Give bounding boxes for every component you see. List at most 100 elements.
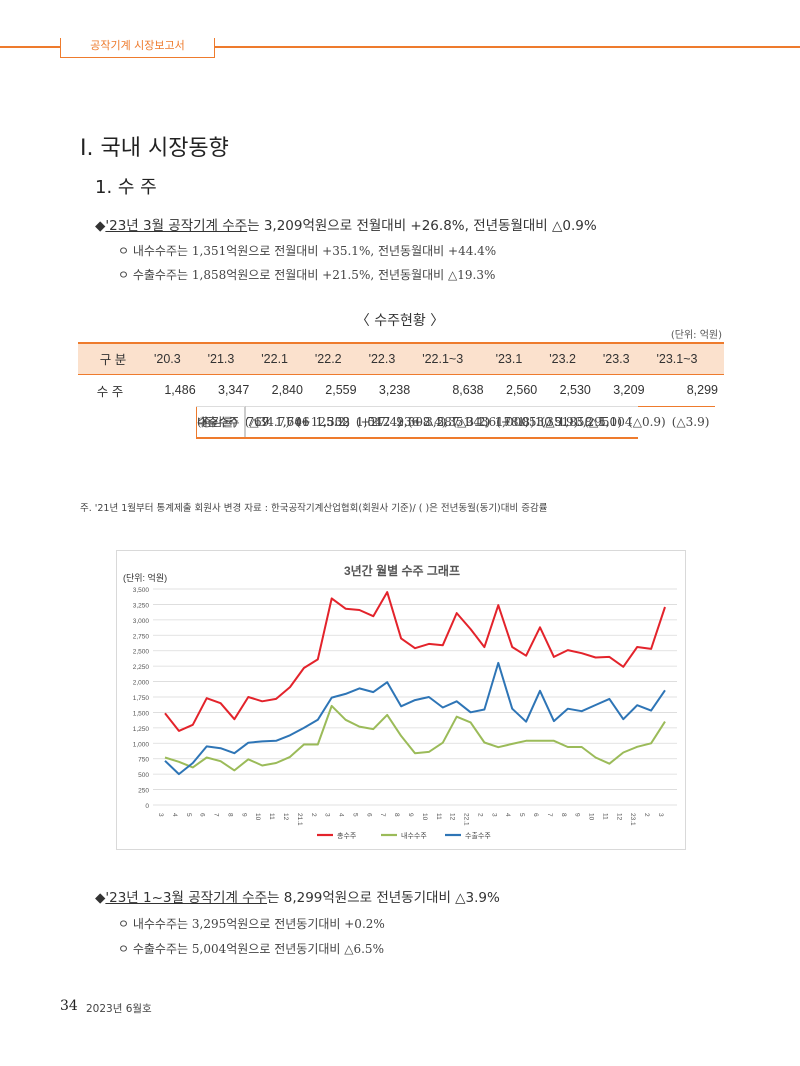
table-unit: (단위: 억원)	[670, 330, 722, 341]
table-col-header: '23.2	[543, 342, 597, 375]
x-tick-label: 5	[351, 813, 358, 817]
table-col-header: '20.3	[148, 342, 202, 375]
y-tick-label: 2,000	[133, 680, 150, 687]
x-tick-label: 12	[615, 813, 622, 821]
x-tick-label: 9	[574, 813, 581, 817]
table-cell: 2,530	[559, 383, 591, 398]
x-tick-label: 7	[379, 813, 386, 817]
table-cell: 1,502	[315, 406, 356, 439]
table-cell: 1,741	[275, 406, 316, 439]
bullet-1-sub-2: ㅇ 수출수주는 1,858억원으로 전월대비 +21.5%, 전년동월대비 △1…	[118, 268, 496, 282]
x-tick-label: 12	[449, 813, 456, 821]
x-tick-label: 5	[185, 813, 192, 817]
y-tick-label: 2,750	[133, 633, 150, 640]
table-cell: (△3.9)	[671, 406, 716, 438]
table-col-header: '22.1	[255, 342, 309, 375]
table-cell: 1,858	[557, 406, 599, 439]
table-cell: 5,351	[436, 406, 478, 439]
page-number: 34	[60, 998, 78, 1014]
table-row: 수출수주 717 1,741 1,502 1,547 2,302 5,351 1…	[195, 406, 639, 439]
issue-label: 2023년 6월호	[86, 1003, 152, 1015]
bullet-marker: ◆	[95, 218, 106, 234]
table-cell: 717	[245, 406, 276, 439]
y-tick-label: 2,250	[133, 664, 150, 671]
y-tick-label: 1,750	[133, 695, 150, 702]
x-tick-label: 21.1	[296, 813, 303, 826]
y-tick-label: 1,000	[133, 741, 150, 748]
table-cell: 3,209	[613, 383, 645, 398]
y-tick-label: 250	[138, 788, 149, 795]
bullet-1: ◆'23년 3월 공작기계 수주는 3,209억원으로 전월대비 +26.8%,…	[95, 214, 597, 234]
series-line-내수수주	[164, 704, 666, 772]
table-row: 수 주 1,486 3,347 2,840 2,559 3,238 8,638 …	[78, 374, 724, 406]
y-tick-label: 1,250	[133, 726, 150, 733]
legend-label: 수출수주	[465, 831, 491, 840]
table-cell: 8,299	[686, 383, 718, 398]
x-tick-label: 6	[199, 813, 206, 817]
x-tick-label: 9	[240, 813, 247, 817]
table-note: 주. '21년 1월부터 통계제출 회원사 변경 자료 : 한국공작기계산업협회…	[80, 503, 548, 514]
table-col-header: '23.1	[489, 342, 544, 375]
y-tick-label: 500	[138, 772, 149, 779]
x-tick-label: 11	[601, 813, 608, 820]
chart-ylabel: (단위: 억원)	[123, 572, 167, 583]
x-tick-label: 3	[490, 813, 497, 817]
x-tick-label: 2	[310, 813, 317, 817]
bullet-1-heading: '23년 3월 공작기계 수주	[105, 218, 248, 234]
bullet-2-heading: '23년 1~3월 공작기계 수주	[105, 890, 268, 906]
table-cell: 1,530	[517, 406, 558, 439]
x-tick-label: 11	[435, 813, 442, 820]
x-tick-label: 22.1	[463, 813, 470, 826]
table-cell: 1,547	[355, 406, 397, 439]
table-header-row: 구 분 '20.3 '21.3 '22.1 '22.2 '22.3 '22.1~…	[78, 342, 724, 375]
bullet-1-sub-1: ㅇ 내수수주는 1,351억원으로 전월대비 +35.1%, 전년동월대비 +4…	[118, 244, 497, 258]
table-cell: 3,347	[218, 383, 250, 398]
bullet-2-sub-1: ㅇ 내수수주는 3,295억원으로 전년동기대비 +0.2%	[118, 917, 385, 931]
x-tick-label: 5	[518, 813, 525, 817]
bullet-2-sub-2: ㅇ 수출수주는 5,004억원으로 전년동기대비 △6.5%	[118, 942, 384, 956]
x-tick-label: 2	[643, 813, 650, 817]
table-cell: 3,238	[378, 383, 411, 398]
x-tick-label: 10	[254, 813, 261, 821]
series-line-총수주	[164, 591, 666, 732]
bullet-2-text: 는 8,299억원으로 전년동기대비 △3.9%	[267, 890, 500, 906]
series-line-수출수주	[164, 661, 666, 776]
x-tick-label: 6	[365, 813, 372, 817]
table-cell: 2,302	[396, 406, 437, 439]
x-tick-label: 10	[421, 813, 428, 821]
x-tick-label: 2	[476, 813, 483, 817]
table-cell: 2,559	[325, 383, 357, 398]
x-tick-label: 8	[393, 813, 400, 817]
row-label: 수출수주	[195, 406, 247, 439]
x-tick-label: 3	[657, 813, 664, 817]
bullet-1-text: 는 3,209억원으로 전월대비 +26.8%, 전년동월대비 △0.9%	[247, 218, 597, 234]
legend-label: 내수수주	[401, 831, 427, 840]
section-title: Ⅰ. 국내 시장동향	[80, 136, 229, 161]
bullet-marker: ◆	[95, 890, 106, 906]
orders-table: 구 분 '20.3 '21.3 '22.1 '22.2 '22.3 '22.1~…	[78, 342, 724, 439]
table-cell: 5,004	[598, 406, 639, 439]
table-cell: 2,840	[271, 383, 303, 398]
header-tab: 공작기계 시장보고서	[60, 38, 215, 58]
table-cell: 1,617	[477, 406, 518, 439]
x-tick-label: 3	[157, 813, 164, 817]
chart-title: 3년간 월별 수주 그래프	[344, 563, 460, 578]
x-tick-label: 7	[213, 813, 220, 817]
header-rule	[0, 46, 800, 48]
x-tick-label: 8	[226, 813, 233, 817]
y-tick-label: 1,500	[133, 710, 150, 717]
table-cell: 2,560	[505, 383, 538, 398]
table-caption: 〈 수주현황 〉	[355, 313, 445, 329]
x-tick-label: 7	[546, 813, 553, 817]
section-subtitle: 1. 수 주	[95, 177, 157, 198]
x-tick-label: 4	[171, 813, 178, 817]
line-chart: 3년간 월별 수주 그래프 (단위: 억원) 0 250 500 750 1,000 1,…	[116, 550, 686, 850]
x-tick-label: 3	[324, 813, 331, 817]
bullet-2: ◆'23년 1~3월 공작기계 수주는 8,299억원으로 전년동기대비 △3.…	[95, 886, 500, 906]
table-cell: 1,486	[164, 383, 196, 398]
row-label: 수 주	[96, 384, 124, 399]
x-tick-label: 4	[338, 813, 345, 817]
x-tick-label: 9	[407, 813, 414, 817]
chart-svg: 3년간 월별 수주 그래프 (단위: 억원) 0 250 500 750 1,000 1,…	[123, 563, 677, 840]
table-col-header: '22.3	[362, 342, 417, 375]
